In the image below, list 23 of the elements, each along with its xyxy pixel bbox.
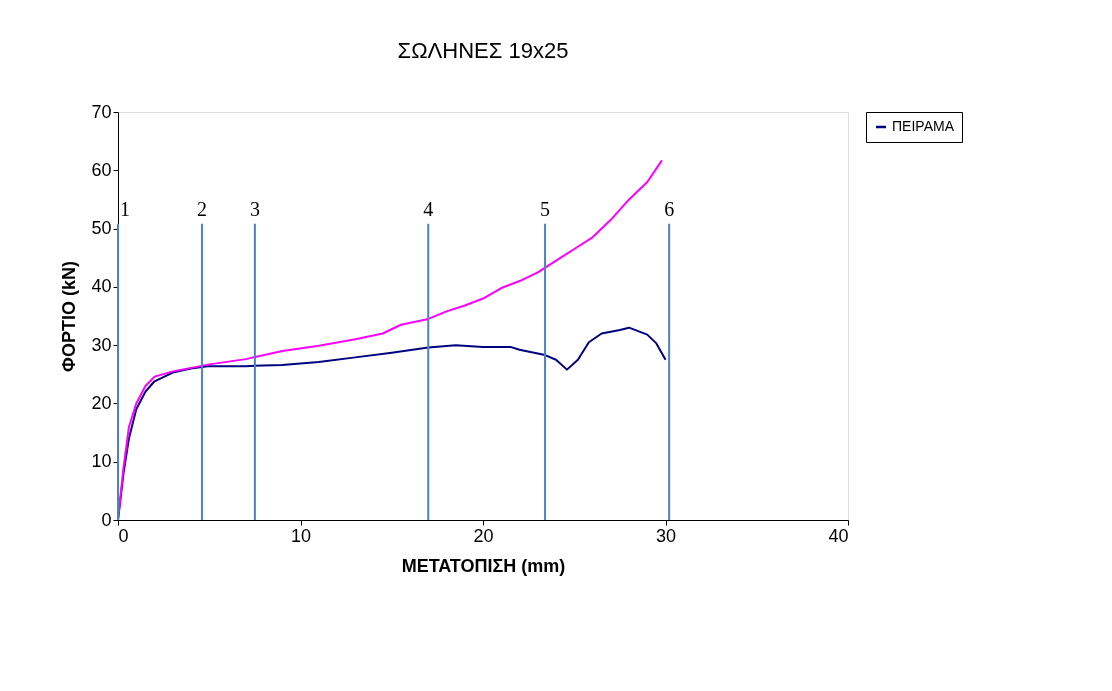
annotation: 1 bbox=[120, 197, 130, 220]
x-tick-label: 40 bbox=[828, 525, 849, 546]
annotation: 5 bbox=[540, 197, 551, 220]
annotation: 3 bbox=[249, 197, 260, 220]
annotation: 4 bbox=[423, 197, 434, 220]
x-tick-label: 30 bbox=[655, 525, 677, 546]
y-tick-label: 40 bbox=[91, 276, 112, 297]
chart-title: ΣΩΛΗΝΕΣ 19x25 bbox=[397, 38, 569, 63]
annotation: 6 bbox=[664, 197, 675, 220]
legend-label: ΠΕΙΡΑΜΑ bbox=[892, 118, 955, 134]
y-tick-label: 50 bbox=[91, 218, 112, 239]
annotation: 2 bbox=[196, 197, 207, 220]
y-tick-label: 10 bbox=[91, 451, 112, 472]
x-tick-label: 20 bbox=[473, 525, 494, 546]
y-tick-label: 70 bbox=[91, 101, 112, 122]
x-tick-label: 0 bbox=[118, 525, 129, 546]
y-tick-label: 30 bbox=[91, 334, 112, 355]
x-axis-title: ΜΕΤΑΤΟΠΙΣΗ (mm) bbox=[401, 555, 566, 576]
y-tick-label: 20 bbox=[91, 392, 112, 413]
y-tick-label: 60 bbox=[91, 159, 112, 180]
y-tick-label: 0 bbox=[101, 509, 112, 530]
y-axis-title: ΦΟΡΤΙΟ (kN) bbox=[59, 261, 80, 372]
x-tick-label: 10 bbox=[290, 525, 312, 546]
